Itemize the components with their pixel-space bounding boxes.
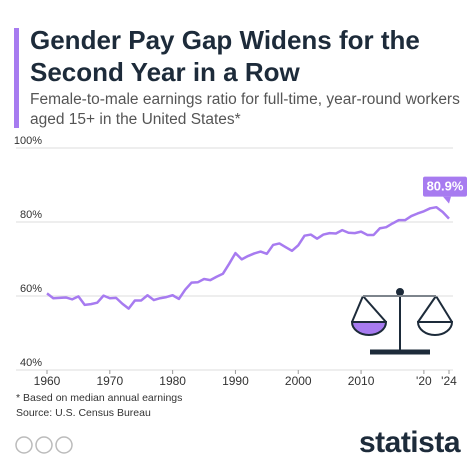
x-tick-label: '24 — [441, 374, 457, 388]
y-tick-label: 40% — [20, 357, 42, 369]
accent-bar — [14, 28, 19, 128]
subtitle: Female-to-male earnings ratio for full-t… — [30, 91, 460, 128]
scale-icon — [350, 288, 454, 355]
x-tick-label: 1990 — [222, 374, 249, 388]
x-tick-label: 2000 — [285, 374, 312, 388]
x-tick-label: 2010 — [348, 374, 375, 388]
x-tick-label: '20 — [416, 374, 432, 388]
y-tick-label: 80% — [20, 209, 42, 221]
source: Source: U.S. Census Bureau — [16, 407, 151, 419]
logo: statista — [358, 426, 461, 459]
x-tick-label: 1970 — [96, 374, 123, 388]
title: Gender Pay Gap Widens for the Second Yea… — [30, 25, 420, 87]
value-label: 80.9% — [427, 179, 464, 194]
footnote: * Based on median annual earnings Source:… — [16, 391, 182, 421]
line — [46, 205, 450, 310]
note: * Based on median annual earnings — [16, 392, 183, 404]
license-icons — [15, 436, 73, 454]
label-pointer — [443, 196, 451, 204]
y-tick-label: 100% — [14, 135, 42, 147]
y-tick-label: 60% — [20, 283, 42, 295]
x-tick-label: 1980 — [159, 374, 186, 388]
label-box — [423, 176, 467, 197]
x-tick-label: 1960 — [34, 374, 61, 388]
